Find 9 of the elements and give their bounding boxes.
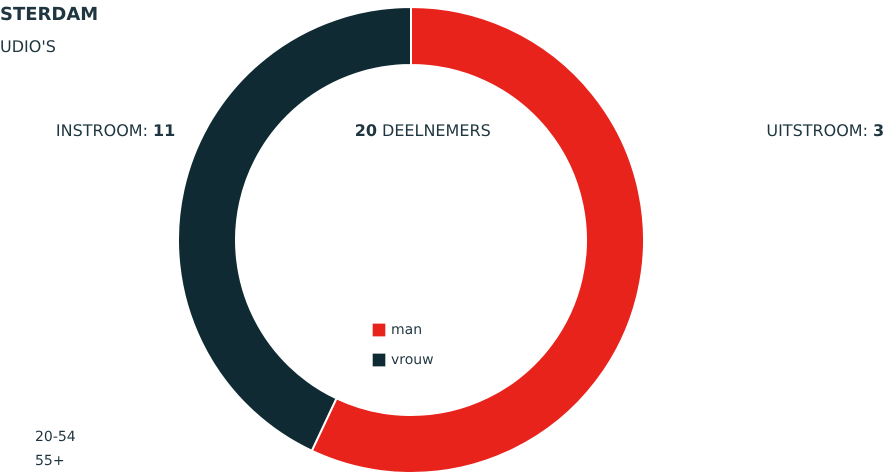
text: 20 DEELNEMERS [354, 121, 491, 140]
text: INSTROOM: 11 [56, 121, 176, 140]
text: 55+ [35, 453, 65, 469]
chart-title: STERDAM [0, 4, 98, 25]
text: UDIO'S [0, 37, 56, 56]
text: 20-54 [35, 429, 76, 445]
text: UITSTROOM: 3 [766, 121, 884, 140]
legend-label: man [391, 322, 422, 338]
legend-label: vrouw [391, 352, 434, 368]
